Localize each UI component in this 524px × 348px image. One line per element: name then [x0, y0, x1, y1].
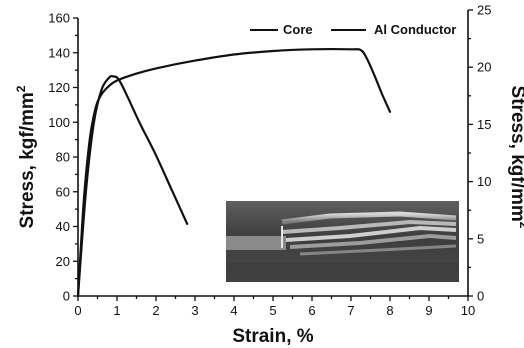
inset-core-band — [226, 236, 286, 250]
x-axis-title: Strain, % — [232, 326, 313, 347]
left-y-axis-title: Stress, kgf/mm2 — [14, 85, 38, 228]
left-y-tick-label: 20 — [56, 254, 70, 269]
right-y-tick-label: 5 — [477, 231, 484, 246]
inset-bottom-shade — [226, 262, 459, 282]
cable-inset-photo — [226, 201, 459, 282]
legend-label-al-conductor: Al Conductor — [374, 22, 456, 37]
right-y-axis-title: Stress, kgf/mm2 — [507, 86, 524, 229]
svg-text:Stress, kgf/mm2: Stress, kgf/mm2 — [507, 86, 524, 229]
left-y-tick-label: 40 — [56, 219, 70, 234]
left-y-tick-label: 0 — [63, 289, 70, 304]
left-y-axis: 0 20 40 60 80 100 120 140 160 — [48, 11, 79, 304]
right-y-tick-label: 20 — [477, 60, 491, 75]
inset-strand — [299, 244, 457, 256]
x-tick-label: 4 — [230, 303, 237, 318]
right-y-tick-label: 0 — [477, 289, 484, 304]
inset-strand — [281, 211, 457, 225]
inset-strand — [281, 219, 457, 234]
legend-label-core: Core — [283, 22, 313, 37]
x-tick-label: 0 — [74, 303, 81, 318]
right-y-axis-title-text: Stress, kgf/mm — [507, 86, 524, 222]
right-y-axis-title-superscript: 2 — [517, 222, 524, 229]
inset-strand — [289, 233, 457, 249]
x-tick-label: 9 — [425, 303, 432, 318]
x-ticks: 0 1 2 3 4 5 6 7 8 9 10 — [74, 296, 475, 318]
left-y-axis-title-text: Stress, kgf/mm — [17, 92, 38, 228]
right-y-tick-label: 10 — [477, 174, 491, 189]
right-y-ticks: 0 5 10 15 20 25 — [468, 3, 491, 304]
x-tick-label: 2 — [152, 303, 159, 318]
left-y-tick-label: 60 — [56, 184, 70, 199]
left-y-tick-label: 100 — [48, 115, 70, 130]
x-axis: 0 1 2 3 4 5 6 7 8 9 10 — [74, 295, 475, 318]
x-tick-label: 3 — [191, 303, 198, 318]
x-tick-label: 10 — [461, 303, 475, 318]
right-y-tick-label: 15 — [477, 117, 491, 132]
series-line-al-conductor — [76, 74, 189, 298]
x-tick-label: 6 — [308, 303, 315, 318]
right-y-tick-label: 25 — [477, 3, 491, 18]
left-y-tick-label: 160 — [48, 11, 70, 26]
x-tick-label: 8 — [386, 303, 393, 318]
left-y-tick-label: 120 — [48, 80, 70, 95]
left-y-tick-label: 80 — [56, 150, 70, 165]
series-group — [76, 48, 392, 298]
inset-strand — [285, 225, 457, 242]
right-y-axis: 0 5 10 15 20 25 — [467, 3, 491, 304]
x-tick-label: 7 — [347, 303, 354, 318]
left-y-tick-label: 140 — [48, 45, 70, 60]
left-y-axis-title-superscript: 2 — [14, 85, 28, 92]
left-y-ticks: 0 20 40 60 80 100 120 140 160 — [48, 11, 78, 304]
x-tick-label: 5 — [269, 303, 276, 318]
legend: Core Al Conductor — [250, 22, 456, 37]
x-tick-label: 1 — [113, 303, 120, 318]
svg-text:Stress, kgf/mm2: Stress, kgf/mm2 — [14, 85, 38, 228]
